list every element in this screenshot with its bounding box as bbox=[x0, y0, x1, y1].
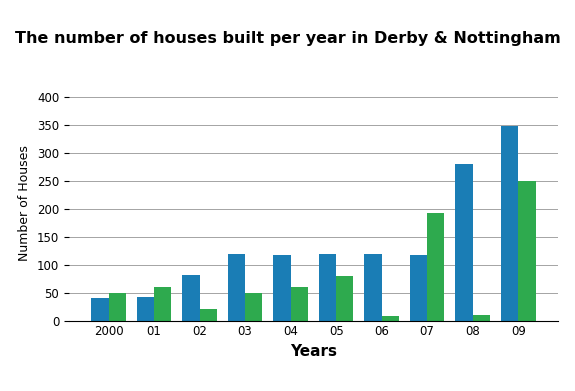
Bar bbox=[137, 297, 154, 321]
Bar bbox=[455, 164, 473, 321]
X-axis label: Years: Years bbox=[290, 344, 337, 359]
Bar bbox=[365, 254, 382, 321]
Bar bbox=[200, 309, 217, 321]
Bar bbox=[228, 254, 245, 321]
Bar bbox=[319, 254, 336, 321]
Bar bbox=[473, 315, 490, 321]
Bar bbox=[336, 276, 354, 321]
Bar bbox=[410, 255, 427, 321]
Text: The number of houses built per year in Derby & Nottingham: The number of houses built per year in D… bbox=[14, 31, 561, 46]
Bar bbox=[501, 126, 518, 321]
Bar bbox=[427, 213, 444, 321]
Bar bbox=[109, 293, 126, 321]
Bar bbox=[273, 255, 290, 321]
Bar bbox=[91, 298, 109, 321]
Bar bbox=[154, 287, 171, 321]
Bar bbox=[290, 287, 308, 321]
Bar bbox=[518, 181, 535, 321]
Bar bbox=[245, 293, 262, 321]
Bar bbox=[382, 316, 399, 321]
Y-axis label: Number of Houses: Number of Houses bbox=[18, 145, 32, 261]
Bar bbox=[182, 275, 200, 321]
